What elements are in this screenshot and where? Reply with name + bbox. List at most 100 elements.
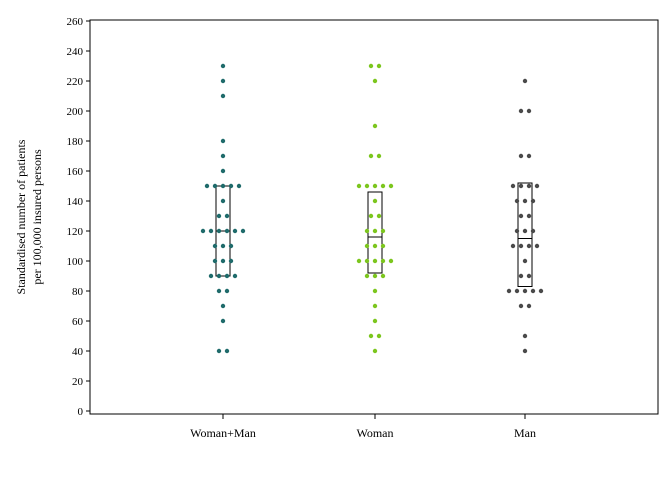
data-point <box>356 258 362 264</box>
y-tick-label: 60 <box>72 316 84 328</box>
data-point <box>526 108 532 114</box>
data-point <box>530 288 536 294</box>
data-point <box>380 273 386 279</box>
x-tick-label: Man <box>514 426 536 440</box>
data-point <box>224 348 230 354</box>
y-tick-label: 240 <box>67 46 84 58</box>
data-point <box>372 243 378 249</box>
data-point <box>220 168 226 174</box>
data-point <box>380 258 386 264</box>
data-point <box>216 228 222 234</box>
data-point <box>220 243 226 249</box>
x-tick-label: Woman <box>356 426 393 440</box>
data-point <box>380 243 386 249</box>
data-point <box>372 348 378 354</box>
data-point <box>216 213 222 219</box>
data-point <box>364 273 370 279</box>
data-point <box>376 63 382 69</box>
data-point <box>522 228 528 234</box>
series-woman-man <box>200 63 246 354</box>
data-point <box>522 288 528 294</box>
data-point <box>220 63 226 69</box>
data-point <box>372 123 378 129</box>
data-point <box>372 273 378 279</box>
data-point <box>228 258 234 264</box>
data-point <box>212 243 218 249</box>
data-point <box>372 303 378 309</box>
data-point <box>522 258 528 264</box>
data-point <box>376 213 382 219</box>
data-point <box>216 288 222 294</box>
data-point <box>518 108 524 114</box>
data-point <box>228 183 234 189</box>
y-tick-label: 120 <box>67 226 84 238</box>
data-point <box>368 153 374 159</box>
data-point <box>380 228 386 234</box>
data-point <box>372 318 378 324</box>
data-point <box>518 273 524 279</box>
y-tick-label: 260 <box>67 16 84 28</box>
data-point <box>530 198 536 204</box>
data-point <box>220 198 226 204</box>
data-point <box>232 228 238 234</box>
series-man <box>506 78 544 354</box>
y-tick-label: 100 <box>67 256 84 268</box>
series-woman <box>356 63 394 354</box>
data-point <box>526 243 532 249</box>
data-point <box>510 183 516 189</box>
box-iqr <box>517 182 533 287</box>
data-point <box>526 153 532 159</box>
x-tick-label: Woman+Man <box>190 426 256 440</box>
data-point <box>372 288 378 294</box>
y-tick-label: 220 <box>67 76 84 88</box>
data-point <box>220 93 226 99</box>
data-point <box>538 288 544 294</box>
data-point <box>368 213 374 219</box>
data-point <box>526 273 532 279</box>
data-point <box>526 213 532 219</box>
data-point <box>220 153 226 159</box>
data-point <box>522 348 528 354</box>
data-point <box>364 228 370 234</box>
data-point <box>526 183 532 189</box>
x-axis: Woman+Man Woman Man <box>190 414 536 440</box>
data-point <box>220 78 226 84</box>
data-point <box>530 228 536 234</box>
data-point <box>376 333 382 339</box>
data-point <box>372 258 378 264</box>
data-point <box>216 348 222 354</box>
data-point <box>208 228 214 234</box>
y-axis-label-line-2: per 100,000 insured persons <box>30 149 44 285</box>
data-point <box>518 213 524 219</box>
data-point <box>200 228 206 234</box>
plot-frame <box>89 19 659 415</box>
data-point <box>522 78 528 84</box>
data-point <box>356 183 362 189</box>
y-tick-label: 160 <box>67 166 84 178</box>
data-point <box>518 243 524 249</box>
data-point <box>224 288 230 294</box>
data-point <box>526 303 532 309</box>
data-point <box>510 243 516 249</box>
y-tick-label: 140 <box>67 196 84 208</box>
data-point <box>514 288 520 294</box>
data-point <box>216 273 222 279</box>
data-point <box>212 258 218 264</box>
data-point <box>522 333 528 339</box>
data-point <box>224 273 230 279</box>
data-point <box>372 198 378 204</box>
data-point <box>534 183 540 189</box>
data-point <box>224 213 230 219</box>
y-tick-label: 80 <box>72 286 84 298</box>
data-point <box>236 183 242 189</box>
data-point <box>372 183 378 189</box>
data-point <box>372 228 378 234</box>
data-point <box>522 198 528 204</box>
y-tick-label: 40 <box>72 346 84 358</box>
data-point <box>220 183 226 189</box>
data-point <box>506 288 512 294</box>
data-point <box>388 183 394 189</box>
data-point <box>514 198 520 204</box>
data-point <box>534 243 540 249</box>
